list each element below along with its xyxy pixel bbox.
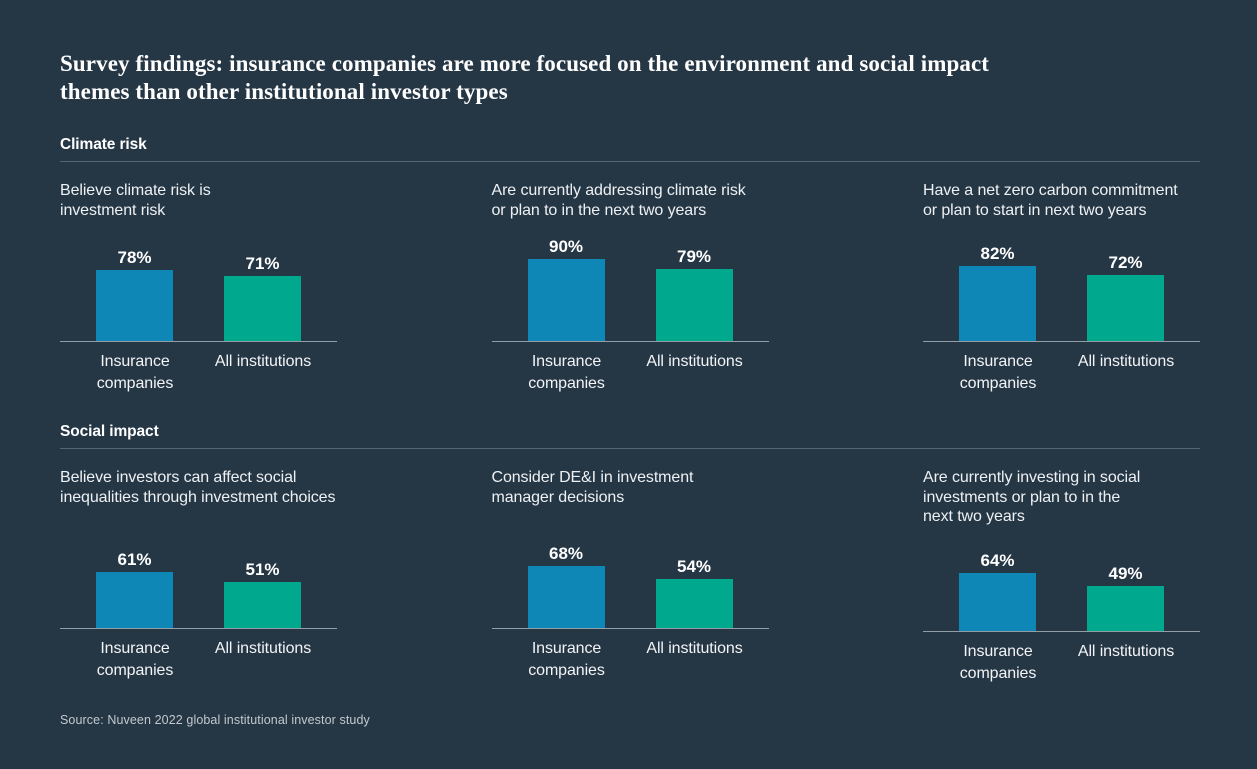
bar-chart: Are currently investing in social invest… bbox=[923, 468, 1200, 687]
bar bbox=[1087, 585, 1164, 631]
bar bbox=[959, 266, 1036, 341]
bar-value-label: 79% bbox=[676, 247, 712, 266]
chart-subtitle: Are currently addressing climate risk or… bbox=[491, 182, 746, 219]
bar-chart: Consider DE&I in investment manager deci… bbox=[491, 468, 769, 687]
bar-group: 78% bbox=[96, 248, 173, 341]
bar-group: 79% bbox=[655, 247, 733, 341]
infographic-content: Survey findings: insurance companies are… bbox=[60, 0, 1200, 727]
bar-chart: Are currently addressing climate risk or… bbox=[491, 181, 769, 397]
section-label: Climate risk bbox=[60, 136, 147, 153]
category-label: All institutions bbox=[646, 353, 743, 370]
bar-group: 51% bbox=[224, 560, 301, 628]
category-label: All institutions bbox=[214, 353, 312, 370]
bar-chart: Believe climate risk is investment risk … bbox=[60, 181, 337, 397]
chart-category-labels: Insurance companies All institutions bbox=[60, 351, 337, 397]
category-label: All institutions bbox=[214, 640, 312, 657]
bar-value-label: 82% bbox=[980, 244, 1015, 263]
category-label: Insurance companies bbox=[959, 642, 1037, 682]
bar-group: 64% bbox=[959, 551, 1036, 631]
bar-group: 90% bbox=[527, 237, 605, 341]
chart-subtitle: Believe climate risk is investment risk bbox=[60, 182, 211, 219]
bar-value-label: 71% bbox=[245, 254, 280, 273]
bar-value-label: 64% bbox=[980, 550, 1015, 570]
category-label: All institutions bbox=[1077, 353, 1175, 370]
bar bbox=[96, 270, 173, 341]
category-label: All institutions bbox=[1077, 642, 1175, 660]
bar-group: 71% bbox=[224, 254, 301, 341]
chart-subtitle: Believe investors can affect social ineq… bbox=[60, 469, 336, 506]
chart-plot-area: 61% 51% bbox=[60, 524, 337, 629]
chart-plot-area: 78% 71% bbox=[60, 237, 337, 342]
bar-value-label: 90% bbox=[548, 237, 584, 256]
chart-category-labels: Insurance companies All institutions bbox=[923, 641, 1200, 687]
chart-plot-area: 64% 49% bbox=[923, 527, 1200, 632]
bar-group: 54% bbox=[655, 557, 733, 628]
theme-section: Social impact Believe investors can affe… bbox=[60, 423, 1200, 687]
chart-subtitle: Are currently investing in social invest… bbox=[923, 469, 1141, 525]
bar bbox=[527, 566, 605, 628]
bar bbox=[655, 269, 733, 341]
bar-value-label: 78% bbox=[117, 248, 152, 267]
bar-group: 68% bbox=[527, 544, 605, 628]
charts-row: Believe investors can affect social ineq… bbox=[60, 468, 1200, 687]
charts-row: Believe climate risk is investment risk … bbox=[60, 181, 1200, 397]
bar bbox=[224, 276, 301, 341]
bar-group: 61% bbox=[96, 550, 173, 628]
chart-category-labels: Insurance companies All institutions bbox=[923, 351, 1200, 397]
bar-group: 72% bbox=[1087, 253, 1164, 341]
category-label: Insurance companies bbox=[959, 353, 1037, 392]
bar bbox=[224, 582, 301, 628]
section-divider bbox=[60, 448, 1200, 449]
category-label: Insurance companies bbox=[528, 353, 605, 392]
bar bbox=[959, 572, 1036, 631]
bar bbox=[655, 579, 733, 628]
sections-container: Climate risk Believe climate risk is inv… bbox=[60, 136, 1200, 687]
bar-group: 49% bbox=[1087, 564, 1164, 631]
section-label: Social impact bbox=[60, 423, 159, 440]
theme-section: Climate risk Believe climate risk is inv… bbox=[60, 136, 1200, 397]
category-label: Insurance companies bbox=[528, 640, 605, 679]
bar-value-label: 54% bbox=[676, 557, 712, 576]
bar-value-label: 68% bbox=[548, 544, 584, 563]
category-label: All institutions bbox=[646, 640, 743, 657]
source-note: Source: Nuveen 2022 global institutional… bbox=[60, 712, 370, 727]
chart-plot-area: 90% 79% bbox=[491, 237, 769, 342]
bar-value-label: 72% bbox=[1108, 253, 1143, 272]
bar-group: 82% bbox=[959, 244, 1036, 341]
bar bbox=[96, 572, 173, 628]
chart-plot-area: 82% 72% bbox=[923, 237, 1200, 342]
bar bbox=[1087, 275, 1164, 341]
page-title: Survey findings: insurance companies are… bbox=[60, 51, 990, 104]
bar-chart: Believe investors can affect social ineq… bbox=[60, 468, 337, 687]
chart-category-labels: Insurance companies All institutions bbox=[60, 638, 337, 684]
bar-value-label: 61% bbox=[117, 550, 152, 569]
chart-subtitle: Have a net zero carbon commitment or pla… bbox=[923, 182, 1178, 219]
bar-chart: Have a net zero carbon commitment or pla… bbox=[923, 181, 1200, 397]
bar bbox=[527, 259, 605, 341]
category-label: Insurance companies bbox=[96, 640, 174, 679]
chart-subtitle: Consider DE&I in investment manager deci… bbox=[491, 469, 694, 506]
chart-plot-area: 68% 54% bbox=[491, 524, 769, 629]
bar-value-label: 51% bbox=[245, 560, 280, 579]
chart-category-labels: Insurance companies All institutions bbox=[492, 638, 769, 684]
chart-category-labels: Insurance companies All institutions bbox=[492, 351, 769, 397]
bar-value-label: 49% bbox=[1108, 563, 1143, 583]
category-label: Insurance companies bbox=[96, 353, 174, 392]
section-divider bbox=[60, 161, 1200, 162]
